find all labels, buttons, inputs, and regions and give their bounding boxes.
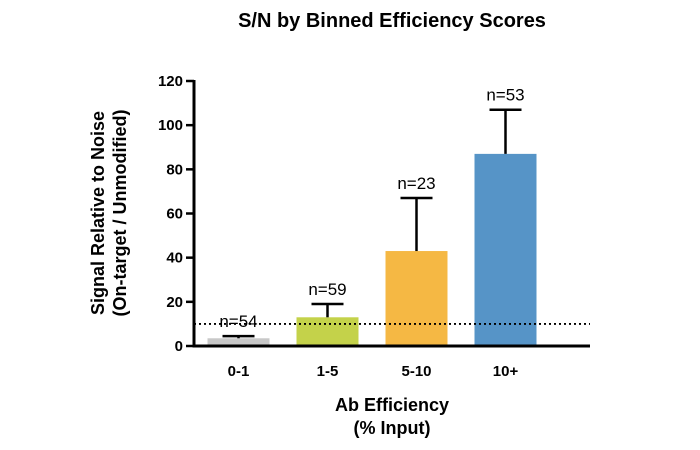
x-axis-label-line-2: (% Input) bbox=[354, 418, 431, 438]
plot-area: n=54 0-1 n=59 1-5 n=23 5-10 n=53 10+ 0 20 40 60 80 10… bbox=[158, 73, 590, 380]
chart-title: S/N by Binned Efficiency Scores bbox=[238, 10, 546, 32]
bar-5-10 bbox=[385, 251, 448, 346]
x-tick-label-0-1: 0-1 bbox=[228, 363, 250, 380]
bar-1-5 bbox=[296, 317, 359, 346]
x-tick-label-1-5: 1-5 bbox=[317, 363, 339, 380]
y-tick-label-120: 120 bbox=[158, 73, 183, 90]
n-label-0-1: n=54 bbox=[219, 312, 257, 331]
y-tick-label-60: 60 bbox=[166, 206, 183, 223]
bar-10+ bbox=[474, 153, 537, 346]
y-tick-label-20: 20 bbox=[166, 294, 183, 311]
x-tick-label-5-10: 5-10 bbox=[401, 363, 431, 380]
n-label-5-10: n=23 bbox=[397, 174, 435, 193]
y-tick-label-0: 0 bbox=[175, 338, 183, 355]
n-label-10+: n=53 bbox=[486, 86, 524, 105]
y-axis-label-line-1: Signal Relative to Noise bbox=[88, 111, 108, 315]
y-axis-label: Signal Relative to Noise (On-target / Un… bbox=[88, 110, 130, 317]
bar-0-1 bbox=[207, 338, 270, 346]
y-tick-label-100: 100 bbox=[158, 117, 183, 134]
y-tick-label-40: 40 bbox=[166, 250, 183, 267]
y-tick-label-80: 80 bbox=[166, 161, 183, 178]
y-axis-label-line-2: (On-target / Unmodified) bbox=[110, 110, 130, 317]
n-label-1-5: n=59 bbox=[308, 280, 346, 299]
x-axis-label-line-1: Ab Efficiency bbox=[335, 395, 449, 415]
x-tick-label-10+: 10+ bbox=[493, 363, 519, 380]
